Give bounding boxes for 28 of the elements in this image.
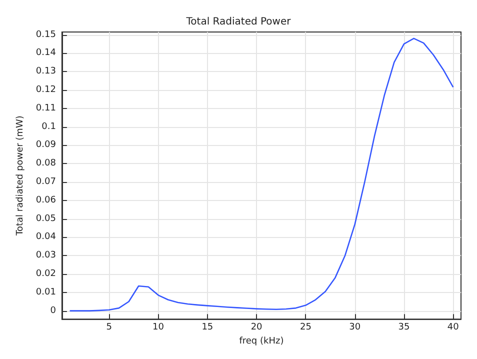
y-tick-label: 0.03: [36, 250, 56, 261]
y-tick-label: 0.15: [36, 30, 56, 40]
y-tick-label: 0.08: [36, 158, 56, 169]
y-tick-label: 0.02: [36, 269, 56, 280]
y-tick-label: 0.13: [36, 66, 56, 77]
y-tick-label: 0.14: [36, 48, 56, 58]
line-series: [69, 38, 454, 312]
y-tick-label: 0.04: [36, 232, 56, 242]
x-tick-label: 20: [250, 322, 263, 333]
y-tick-label: 0.06: [36, 195, 56, 206]
x-tick-label: 35: [398, 322, 410, 333]
y-tick-label: 0.07: [36, 176, 56, 187]
chart-title: Total Radiated Power: [185, 16, 292, 28]
y-tick-label: 0.11: [36, 103, 56, 114]
y-tick-label: 0.1: [42, 122, 56, 132]
x-tick-label: 30: [349, 322, 361, 333]
y-tick-label: 0.01: [36, 287, 56, 298]
x-tick-label: 15: [202, 322, 214, 333]
y-tick-label: 0: [50, 306, 56, 316]
y-tick-label: 0.12: [36, 84, 56, 95]
x-axis-title: freq (kHz): [239, 336, 284, 346]
x-tick-label: 10: [152, 322, 164, 333]
y-tick-label: 0.09: [36, 140, 56, 150]
x-tick-label: 40: [447, 322, 460, 333]
x-tick-label: 25: [300, 322, 312, 333]
y-axis-title: Total radiated power (mW): [16, 116, 26, 236]
x-tick-label: 5: [106, 322, 112, 333]
y-tick-label: 0.05: [36, 214, 56, 224]
